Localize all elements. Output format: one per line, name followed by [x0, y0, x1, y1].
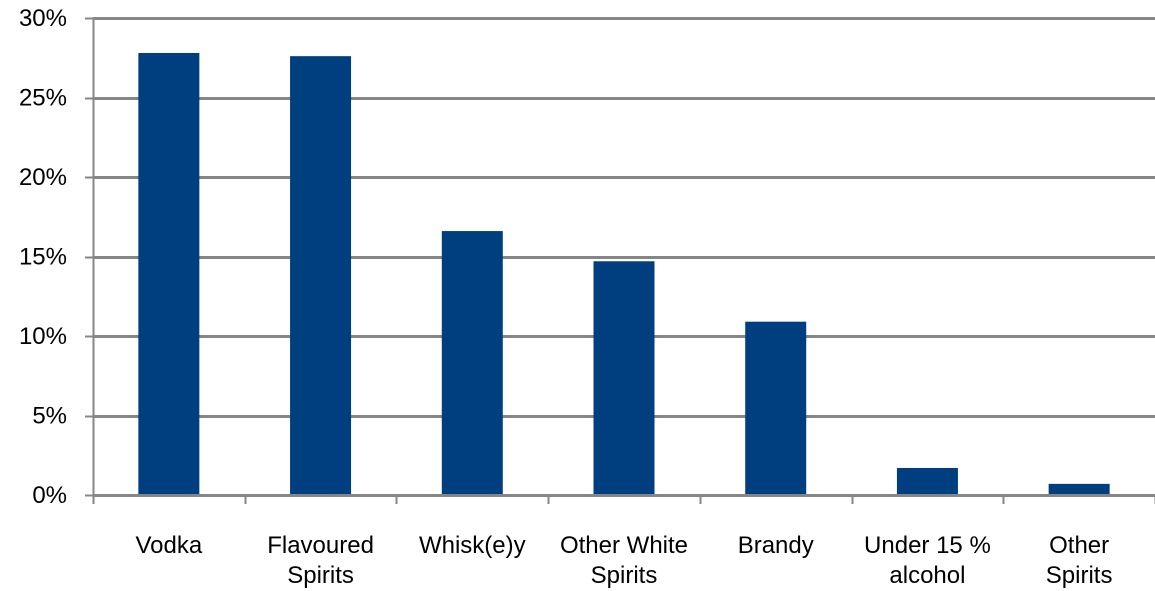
x-category-label-line: alcohol: [889, 562, 965, 589]
bars: [138, 53, 1109, 495]
x-category-label-line: Spirits: [287, 562, 354, 589]
x-category-label: Brandy: [738, 532, 814, 559]
y-tick-label: 25%: [19, 85, 67, 112]
x-category-label-line: Brandy: [738, 532, 814, 559]
x-category-label-line: Flavoured: [267, 532, 374, 559]
y-tick-label: 0%: [32, 482, 67, 509]
x-category-label-line: Other: [1049, 532, 1109, 559]
x-category-label-line: Whisk(e)y: [419, 532, 526, 559]
x-category-label-line: Under 15 %: [864, 532, 991, 559]
x-category-label: Under 15 % alcohol: [864, 532, 991, 589]
x-category-label-line: Spirits: [1046, 562, 1113, 589]
y-tick-label: 5%: [32, 403, 67, 430]
bar: [138, 53, 199, 495]
y-tick-labels: 0% 5% 10% 15% 20% 25% 30%: [19, 5, 67, 509]
x-category-label-line: Vodka: [135, 532, 202, 559]
y-tick-label: 20%: [19, 164, 67, 191]
x-category-labels: Vodka Flavoured Spirits Whisk(e)y Other Whit…: [135, 532, 1112, 589]
x-category-label: Vodka: [135, 532, 202, 559]
x-category-label: Other White Spirits: [560, 532, 688, 589]
bar: [594, 261, 655, 495]
bar: [1049, 484, 1110, 495]
x-category-label-line: Spirits: [591, 562, 658, 589]
bar: [897, 468, 958, 495]
y-tick-label: 30%: [19, 5, 67, 32]
y-tick-label: 10%: [19, 323, 67, 350]
x-category-label-line: Other White: [560, 532, 688, 559]
bar: [745, 322, 806, 495]
x-category-label: Other Spirits: [1046, 532, 1113, 589]
x-category-label: Flavoured Spirits: [267, 532, 374, 589]
y-tick-label: 15%: [19, 244, 67, 271]
bar: [442, 231, 503, 495]
bar: [290, 56, 351, 495]
x-category-label: Whisk(e)y: [419, 532, 526, 559]
